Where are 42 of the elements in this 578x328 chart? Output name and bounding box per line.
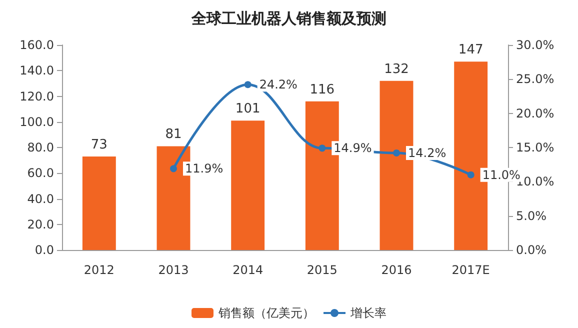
data-label: 11.9% [185, 162, 224, 176]
y-tick-label: 60.0 [27, 166, 54, 180]
point [467, 171, 474, 178]
bar [82, 156, 116, 250]
x-tick-label: 2012 [84, 263, 114, 277]
y2-tick-label: 25.0% [516, 72, 554, 86]
y2-tick-label: 20.0% [516, 106, 554, 120]
data-label: 81 [165, 127, 182, 142]
legend-label: 增长率 [350, 306, 386, 320]
data-label: 14.9% [334, 141, 372, 156]
bar [231, 120, 265, 250]
y-tick-label: 100.0 [20, 114, 54, 129]
point [318, 144, 326, 152]
y-tick-label: 120.0 [20, 89, 54, 104]
x-tick-label: 2015 [306, 263, 338, 277]
data-label: 11.0% [482, 168, 520, 182]
y2-tick-label: 15.0% [516, 140, 554, 154]
y-tick-label: 0.0 [34, 243, 54, 257]
point [393, 149, 400, 156]
data-label: 116 [310, 82, 335, 98]
x-tick-label: 2017E [452, 263, 490, 277]
data-label: 101 [235, 102, 260, 117]
chart-title: 全球工业机器人销售额及预测 [190, 10, 386, 28]
x-tick-label: 2016 [381, 263, 412, 277]
point [244, 81, 252, 88]
y2-tick-label: 5.0% [516, 208, 546, 223]
legend-label: 销售额（亿美元） [218, 306, 314, 320]
data-label: 73 [90, 137, 108, 152]
y2-tick-label: 0.0% [516, 243, 546, 257]
y-tick-label: 20.0 [27, 217, 54, 232]
point [170, 165, 177, 172]
y2-tick-label: 30.0% [516, 38, 554, 52]
y-tick-label: 40.0 [27, 192, 54, 206]
y-tick-label: 160.0 [20, 38, 54, 52]
data-label: 132 [384, 62, 409, 77]
y-tick-label: 140.0 [20, 64, 54, 78]
x-tick-label: 2013 [158, 263, 189, 277]
data-label: 147 [458, 42, 484, 58]
x-tick-label: 2014 [232, 263, 264, 277]
data-label: 24.2% [259, 78, 298, 92]
y-tick-label: 80.0 [27, 140, 54, 154]
data-label: 14.2% [408, 146, 446, 160]
